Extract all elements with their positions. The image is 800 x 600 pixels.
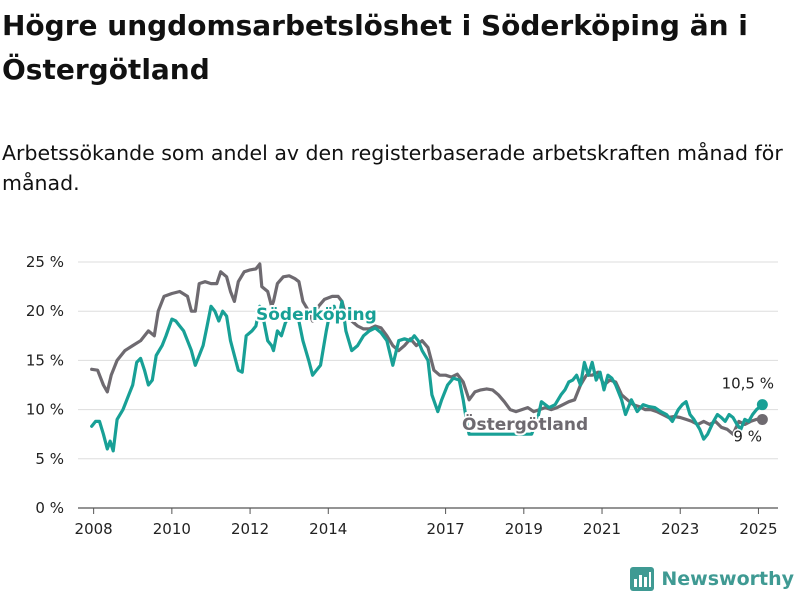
- series-line-soderkoping: [90, 299, 764, 453]
- x-tick-label: 2010: [153, 520, 191, 538]
- x-tick-label: 2012: [231, 520, 269, 538]
- x-tick-label: 2025: [739, 520, 777, 538]
- x-tick-label: 2019: [505, 520, 543, 538]
- series-label-ostergotland: Östergötland: [462, 413, 588, 435]
- series-lines: [90, 262, 764, 453]
- x-tick-label: 2017: [427, 520, 465, 538]
- x-tick-label: 2023: [661, 520, 699, 538]
- y-tick-label: 15 %: [26, 351, 64, 369]
- chart-title: Högre ungdomsarbetslöshet i Söderköping …: [2, 9, 748, 86]
- y-tick-label: 20 %: [26, 302, 64, 320]
- y-tick-label: 5 %: [35, 450, 64, 468]
- series-endpoint-marker: [756, 413, 768, 425]
- series-labels: Söderköping Östergötland 10,5 % 9 %: [254, 303, 776, 447]
- x-tick-label: 2014: [309, 520, 347, 538]
- newsworthy-logo-icon: [630, 567, 655, 591]
- series-endpoints: [756, 399, 768, 425]
- end-value-soderkoping: 10,5 %: [722, 375, 774, 393]
- y-axis-ticks: 0 % 5 % 10 % 15 % 20 % 25 %: [26, 253, 64, 517]
- chart-subtitle: Arbetssökande som andel av den registerb…: [2, 141, 783, 195]
- y-tick-label: 25 %: [26, 253, 64, 271]
- x-axis-ticks: 2008 2010 2012 2014 2017 2019 2021 2023 2025: [75, 508, 778, 538]
- gridlines: [78, 261, 778, 509]
- series-endpoint-marker: [756, 399, 768, 411]
- x-tick-label: 2021: [583, 520, 621, 538]
- x-tick-label: 2008: [75, 520, 113, 538]
- series-label-soderkoping: Söderköping: [256, 305, 377, 325]
- brand: Newsworthy: [629, 566, 794, 592]
- brand-name: Newsworthy: [661, 568, 794, 590]
- y-tick-label: 10 %: [26, 401, 64, 419]
- end-value-ostergotland: 9 %: [733, 427, 762, 445]
- y-tick-label: 0 %: [35, 499, 64, 517]
- line-chart: 0 %5 %10 %15 %20 %25 % 2008 2010 2012 2014 2…: [26, 253, 778, 538]
- series-line-ostergotland: [90, 262, 764, 436]
